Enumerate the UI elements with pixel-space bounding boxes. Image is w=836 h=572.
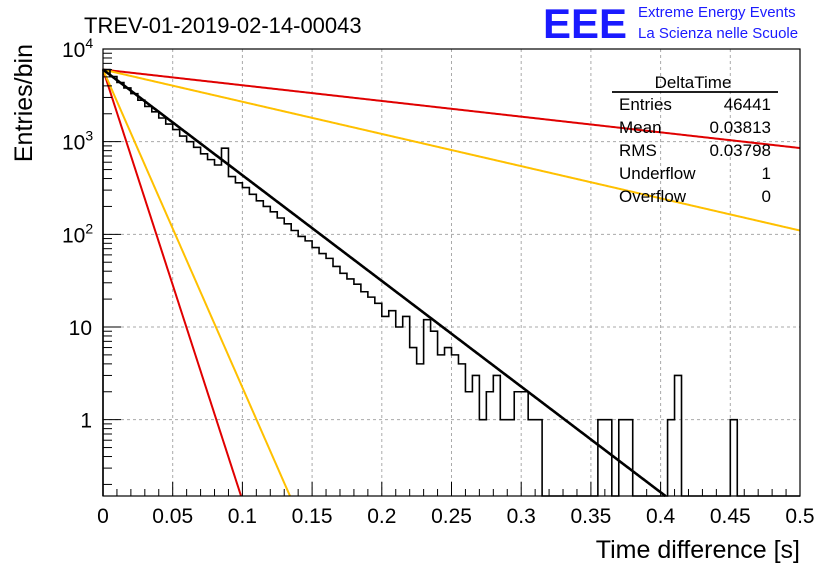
stats-title: DeltaTime <box>655 73 732 92</box>
y-tick-label: 102 <box>62 220 93 247</box>
fit-curve <box>102 68 667 498</box>
x-tick-label: 0.1 <box>228 505 257 528</box>
stats-value-mean: 0.03813 <box>710 118 771 137</box>
stats-label-underflow: Underflow <box>619 164 696 183</box>
x-tick-label: 0.2 <box>367 505 396 528</box>
x-axis-label: Time difference [s] <box>596 536 800 564</box>
x-tick-label: 0 <box>97 505 109 528</box>
red-reference-curve <box>102 68 801 150</box>
logo-line-2: La Scienza nelle Scuole <box>638 25 798 42</box>
x-tick-label: 0.4 <box>646 505 676 528</box>
stats-value-overflow: 0 <box>762 187 771 206</box>
x-tick-label: 0.25 <box>431 505 472 528</box>
x-tick-label: 0.3 <box>507 505 536 528</box>
stats-value-rms: 0.03798 <box>710 141 771 160</box>
y-tick-label: 104 <box>62 35 93 62</box>
stats-label-rms: RMS <box>619 141 657 160</box>
reference-curves <box>102 68 801 497</box>
yellow-reference-curve <box>102 68 801 232</box>
grid <box>103 49 800 496</box>
stats-label-overflow: Overflow <box>619 187 687 206</box>
y-tick-label: 10 <box>69 317 92 340</box>
x-tick-label: 0.15 <box>292 505 333 528</box>
run-title: TREV-01-2019-02-14-00043 <box>84 13 362 38</box>
red-reference-curve <box>102 69 243 497</box>
x-tick-label: 0.5 <box>785 505 814 528</box>
stats-value-entries: 46441 <box>724 95 771 114</box>
fit-curve-layer <box>102 68 667 498</box>
y-tick-label: 1 <box>80 410 92 433</box>
y-tick-label: 103 <box>62 128 93 155</box>
x-tick-label: 0.45 <box>710 505 751 528</box>
axis-ticks: 0 0.05 0.1 0.15 0.2 0.25 0.3 0.35 0.4 0.45 0.51101… <box>62 35 815 528</box>
y-axis-label: Entries/bin <box>10 44 38 162</box>
x-tick-label: 0.35 <box>570 505 611 528</box>
stats-label-entries: Entries <box>619 95 672 114</box>
stats-box: DeltaTime Entries 46441 Mean 0.03813 RMS… <box>612 73 778 206</box>
x-tick-label: 0.05 <box>152 505 193 528</box>
stats-value-underflow: 1 <box>762 164 771 183</box>
stats-label-mean: Mean <box>619 118 662 137</box>
logo-line-1: Extreme Energy Events <box>638 4 796 21</box>
yellow-reference-curve <box>102 69 291 497</box>
eee-logo: EEE <box>543 0 627 47</box>
